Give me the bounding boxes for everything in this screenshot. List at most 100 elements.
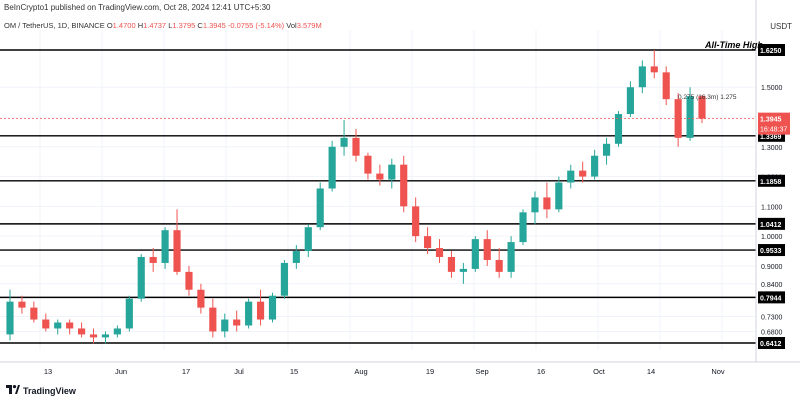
candle-body [591,155,599,177]
candle-body [412,206,420,237]
x-tick-label: 13 [44,367,52,376]
x-tick-label: Sep [475,367,488,376]
candle-body [18,301,26,308]
price-level-label-box [758,291,785,304]
open-label: O [106,21,113,30]
candle-body [459,268,467,272]
currency-label[interactable]: USDT [770,22,792,31]
candle-body [376,173,384,180]
candle-body [304,227,312,252]
candle-body [328,146,336,189]
y-tick-label: 1.5000 [761,85,783,92]
candle-body [42,319,50,329]
candle-body [352,137,360,156]
x-tick-label: 19 [426,367,434,376]
candles [6,50,706,344]
price-level-label: 1.6250 [760,48,782,55]
candle-body [6,301,14,335]
candle-body [507,242,515,272]
y-tick-label: 0.7300 [761,315,783,322]
symbol-info: OM / TetherUS, 1D, BINANCE O1.4700 H1.47… [4,21,322,30]
price-level-label: 1.0412 [760,222,782,229]
y-tick-label: 1.0000 [761,234,783,241]
annotations: All-Time High 0.275 (16.3m) 1.275 1.3945 16… [0,40,790,135]
close-value: 1.3945 [202,21,226,30]
candle-body [495,259,503,272]
countdown-label: 16:48:37 [760,127,787,134]
candle-body [602,143,611,156]
candle-body [149,256,157,263]
candle-body [161,230,169,263]
open-value: 1.4700 [112,21,136,30]
vol-label: Vol [286,21,297,30]
x-tick-label: Jul [234,367,244,376]
y-tick-label: 0.6800 [761,329,783,336]
candle-body [256,301,265,320]
price-level-label: 1.1858 [760,179,782,186]
candle-body [662,72,670,100]
candle-body [400,164,408,207]
candle-body [30,307,38,320]
x-tick-label: 16 [537,367,545,376]
candle-body [698,96,706,119]
candle-body [626,87,634,115]
logo-text: TradingView [23,385,76,396]
candle-body [650,66,658,73]
y-tick-label: 0.9000 [761,264,783,271]
publisher-line: BeInCrypto1 published on TradingView.com… [4,3,271,12]
candle-body [531,197,539,213]
candle-body [280,262,288,296]
price-level-label: 0.9533 [760,248,782,255]
x-tick-label: Jun [115,367,127,376]
candle-body [471,239,479,269]
x-tick-label: 15 [290,367,298,376]
candle-body [567,170,575,183]
y-tick-label: 1.2000 [761,175,783,182]
candle-body [447,256,456,272]
footer-logo[interactable]: TradingView [6,385,76,396]
price-level-label: 1.3369 [760,134,782,141]
candle-body [364,155,372,174]
candle-body [519,212,527,243]
candle-body [89,334,98,338]
candle-body [209,307,217,332]
symbol-label: OM / TetherUS, 1D, BINANCE [4,21,105,30]
price-level-label-box [758,44,785,56]
y-tick-label: 1.3000 [761,145,783,152]
current-price-box [758,112,790,135]
candle-body [316,188,324,228]
price-level-label-box [758,244,785,257]
ath-label: All-Time High [704,40,763,50]
candle-body [185,271,193,290]
candle-body [340,137,348,147]
candle-body [113,328,121,335]
candle-body [543,197,551,210]
price-level-label-box [758,217,785,230]
change-value: -0.0755 (-5.14%) [227,21,285,30]
candle-body [268,295,277,320]
candle-body [674,99,682,138]
vol-value: 3.579M [296,21,322,30]
candle-body [292,251,300,263]
candle-body [483,239,491,260]
tradingview-logo-icon [6,385,20,396]
candle-body [388,164,396,180]
candle-body [555,182,563,210]
x-tick-label: Oct [593,367,606,376]
candle-body [221,319,229,332]
candle-body [101,334,110,338]
candle-body [173,230,181,272]
candle-body [435,248,444,257]
x-tick-label: Aug [354,367,367,376]
price-level-label: 0.7944 [760,295,782,302]
x-tick-label: 14 [647,367,655,376]
candle-body [424,236,432,249]
y-tick-label: 0.8400 [761,282,783,289]
price-level-label: 0.6412 [760,341,782,348]
candle-body [54,322,62,329]
candle-body [125,298,133,329]
candle-body [233,319,241,326]
x-tick-label: Nov [711,367,725,376]
